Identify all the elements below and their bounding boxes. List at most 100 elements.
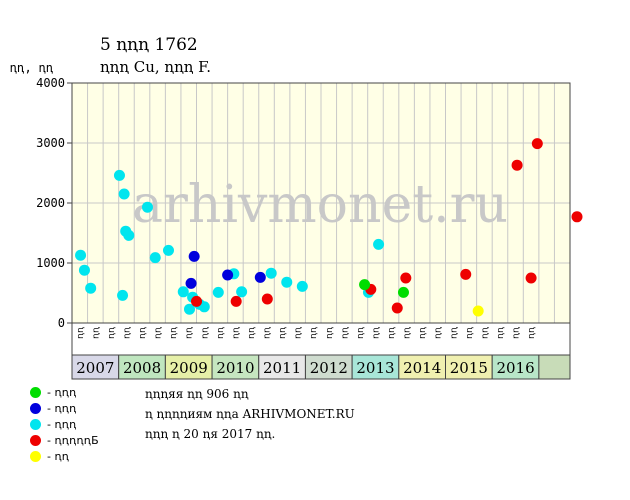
year-cell [211,354,260,380]
data-point-cyan [149,252,161,264]
data-point-cyan [296,280,308,292]
year-cell [351,354,400,380]
month-label: ꞑꞑ [527,327,537,339]
month-band [71,322,571,356]
data-point-green [359,279,371,291]
year-label: 2011 [263,359,301,377]
month-label: ꞑꞑ [465,327,475,339]
year-label: 2013 [356,359,394,377]
data-point-green [397,286,409,298]
y-tick-label: 1000 [36,256,65,270]
chart-subtitle: ꞑꞑꞑ Cu, ꞑꞑꞑ F. [100,58,211,76]
year-cell [164,354,213,380]
year-label: 2014 [403,359,441,377]
legend-dot [30,418,41,430]
legend-item: - ꞑꞑ [30,448,99,464]
y-tick-label: 3000 [36,136,65,150]
y-axis-ticks: 0 1000 2000 3000 4000 [36,76,72,330]
month-label: ꞑꞑ [418,327,428,339]
legend-dot [30,434,41,446]
data-points [75,138,583,317]
data-point-cyan [117,289,129,301]
year-cell [304,354,353,380]
month-label: ꞑꞑ [169,327,179,339]
month-label: ꞑꞑ [480,327,490,339]
legend: - ꞑꞑꞑ - ꞑꞑꞑ - ꞑꞑꞑ - ꞑꞑꞑꞑꞑБ - ꞑꞑ [30,384,99,464]
data-point-blue [185,277,197,289]
data-point-red [571,211,583,223]
year-label: 2016 [496,359,534,377]
legend-item: - ꞑꞑꞑꞑꞑБ [30,432,99,448]
month-label: ꞑꞑ [138,327,148,339]
year-label: 2010 [216,359,254,377]
data-point-red [531,138,543,150]
month-label: ꞑꞑ [325,327,335,339]
data-point-cyan [123,229,135,241]
data-point-blue [188,250,200,262]
year-label: 2012 [310,359,348,377]
data-point-red [191,295,202,307]
data-point-cyan [236,286,248,298]
month-label: ꞑꞑ [122,327,132,339]
data-point-blue [254,271,266,283]
year-label: 2009 [170,359,208,377]
year-cell [491,354,540,380]
year-cell [445,354,493,380]
month-label: ꞑꞑ [356,327,366,339]
month-label: ꞑꞑ [309,327,319,339]
data-point-cyan [265,267,277,279]
chart-title: 5 ꞑꞑꞑ 1762 [100,35,198,55]
footnote-line: ꞑꞑꞑ ꞑ 20 ꞑя 2017 ꞑꞑ. [145,427,276,441]
legend-label: - ꞑꞑꞑ [47,417,77,431]
month-label: ꞑꞑ [107,327,117,339]
month-label: ꞑꞑ [200,327,210,339]
data-point-cyan [198,301,210,313]
month-label: ꞑꞑ [263,327,273,339]
year-cell [71,354,120,380]
data-point-red [525,272,537,284]
month-label: ꞑꞑ [496,327,506,339]
legend-item: - ꞑꞑꞑ [30,400,99,416]
data-point-red [261,293,273,305]
data-point-cyan [78,264,90,276]
data-point-red [391,302,403,314]
y-tick-label: 2000 [36,196,65,210]
month-label: ꞑꞑ [449,327,459,339]
data-point-yellow [472,305,484,317]
data-point-cyan [85,282,97,294]
month-label: ꞑꞑ [387,327,397,339]
legend-dot [30,402,41,414]
plot-frame [71,82,571,324]
data-point-cyan [75,249,87,261]
y-axis-label: ꞑꞑ, ꞑꞑ [10,61,53,75]
year-cell-tail [538,354,571,380]
legend-dot [30,450,41,462]
month-label: ꞑꞑ [216,327,226,339]
data-point-cyan [113,169,125,181]
y-tick-label: 0 [58,316,65,330]
data-point-red [230,295,242,307]
month-label: ꞑꞑ [371,327,381,339]
data-point-cyan [183,303,195,315]
month-label: ꞑꞑ [512,327,522,339]
chart-canvas: 5 ꞑꞑꞑ 1762 ꞑꞑꞑ Cu, ꞑꞑꞑ F. ꞑꞑ, ꞑꞑ arhivmo… [10,35,583,380]
footnote: ꞑꞑꞑяя ꞑꞑ 906 ꞑꞑ ꞑ ꞑꞑꞑꞑиям ꞑꞑа ARHIVMONET… [145,384,355,444]
month-label: ꞑꞑ [403,327,413,339]
year-label: 2007 [76,359,114,377]
month-label: ꞑꞑ [231,327,241,339]
y-tick-label: 4000 [36,76,65,90]
month-label: ꞑꞑ [91,327,101,339]
year-axis: 2007 2008 2009 2010 2011 2012 2013 2014 2015 2016 [71,354,571,380]
data-point-cyan [177,286,189,298]
legend-label: - ꞑꞑꞑꞑꞑБ [47,433,99,447]
legend-label: - ꞑꞑꞑ [47,401,77,415]
data-point-red [460,268,472,280]
watermark: arhivmonet.ru [132,175,508,235]
footnote-line: ꞑꞑꞑяя ꞑꞑ 906 ꞑꞑ [145,387,249,401]
data-point-red [511,159,523,171]
year-label: 2008 [123,359,161,377]
year-label: 2015 [450,359,488,377]
month-label: ꞑꞑ [434,327,444,339]
footnote-line: ꞑ ꞑꞑꞑꞑиям ꞑꞑа ARHIVMONET.RU [145,407,355,421]
data-point-cyan [141,201,153,213]
